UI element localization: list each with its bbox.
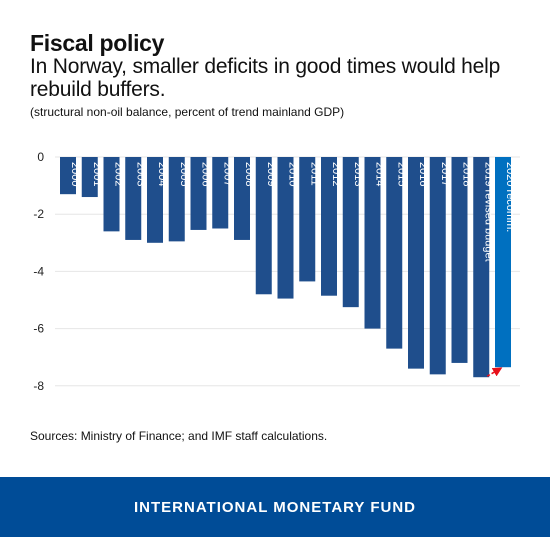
chart-unit-note: (structural non-oil balance, percent of … <box>30 105 345 119</box>
x-category-label: 2017 <box>439 162 451 186</box>
x-category-label: 2004 <box>156 162 168 186</box>
bar <box>429 157 446 375</box>
x-category-label: 2002 <box>113 162 125 186</box>
annotation-arrow <box>486 367 503 377</box>
bar <box>473 157 490 378</box>
source-note: Sources: Ministry of Finance; and IMF st… <box>30 429 328 443</box>
x-category-label: 2016 <box>417 162 429 186</box>
bar <box>386 157 403 349</box>
bar <box>255 157 272 295</box>
x-category-label: 2009 <box>265 162 277 186</box>
bar <box>277 157 294 299</box>
x-category-label: 2012 <box>330 162 342 186</box>
bar <box>408 157 424 369</box>
chart-title: Fiscal policy <box>30 30 165 56</box>
bar <box>60 157 76 195</box>
bar <box>364 157 381 329</box>
bar <box>321 157 337 296</box>
x-category-label: 2008 <box>243 162 255 186</box>
bar-highlight <box>495 157 511 368</box>
bar-chart: 0 -2 -4 -6 -8 2000 2001 2002 2003 2004 2005 2006 200… <box>33 150 520 393</box>
chart-subtitle: In Norway, smaller deficits in good time… <box>30 55 501 101</box>
y-tick-label: -6 <box>33 322 44 336</box>
x-category-label: 2018 <box>461 162 473 186</box>
bar <box>168 157 185 242</box>
y-tick-label: 0 <box>37 150 44 164</box>
bar <box>81 157 98 198</box>
x-category-label: 2000 <box>69 162 81 186</box>
x-category-label: 2011 <box>308 162 320 186</box>
footer-banner: INTERNATIONAL MONETARY FUND <box>0 477 550 537</box>
bar <box>190 157 207 230</box>
bar <box>103 157 120 232</box>
x-category-label: 2001 <box>91 162 103 186</box>
y-tick-label: -2 <box>33 207 44 221</box>
x-category-label: 2014 <box>374 162 386 186</box>
y-tick-label: -8 <box>33 379 44 393</box>
bar <box>299 157 316 282</box>
bar <box>147 157 163 243</box>
x-category-label: 2015 <box>395 162 407 186</box>
x-category-label: 2007 <box>221 162 233 186</box>
x-category-label: 2019 revised budget <box>482 162 494 262</box>
x-category-label: 2006 <box>200 162 212 186</box>
bar <box>451 157 468 363</box>
footer-logo-text: INTERNATIONAL MONETARY FUND <box>134 498 416 516</box>
y-tick-label: -4 <box>33 264 44 278</box>
x-category-label: 2003 <box>134 162 146 186</box>
bar <box>234 157 250 240</box>
x-category-label: 2013 <box>352 162 364 186</box>
x-category-label: 2020 recomm. <box>504 162 516 232</box>
x-category-label: 2010 <box>287 162 299 186</box>
bar <box>342 157 359 308</box>
bar <box>125 157 142 240</box>
x-category-label: 2005 <box>178 162 190 186</box>
bar <box>212 157 229 229</box>
